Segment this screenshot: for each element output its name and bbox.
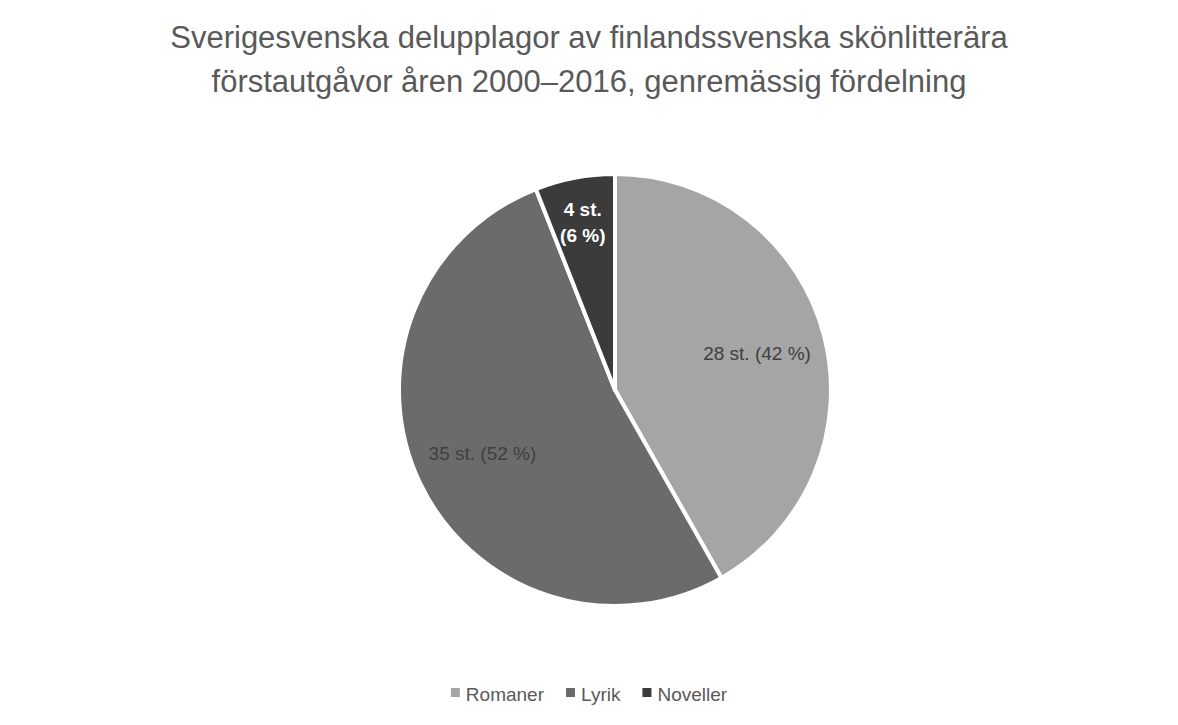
title-line: Sverigesvenska delupplagor av finlandssv… [170,20,1008,55]
data-label: 4 st. (6 %) [560,199,605,246]
legend: Romaner Lyrik Noveller [451,684,728,705]
chart: Sverigesvenska delupplagor av finlandssv… [0,0,1178,725]
legend-label: Lyrik [581,684,621,705]
title: Sverigesvenska delupplagor av finlandssv… [170,20,1008,99]
legend-swatch [566,688,575,697]
legend-swatch [451,688,460,697]
legend-label: Romaner [466,684,545,705]
data-label: 28 st. (42 %) [703,343,811,364]
pie [399,174,831,606]
slice [536,174,615,390]
data-label-line: (6 %) [560,225,605,246]
data-label-line: 4 st. [564,199,602,220]
legend-swatch [642,688,651,697]
data-labels: 28 st. (42 %) 35 st. (52 %) 4 st. (6 %) [429,199,811,464]
title-line: förstautgåvor åren 2000–2016, genremässi… [212,64,967,99]
data-label: 35 st. (52 %) [429,443,537,464]
legend-label: Noveller [657,684,727,705]
